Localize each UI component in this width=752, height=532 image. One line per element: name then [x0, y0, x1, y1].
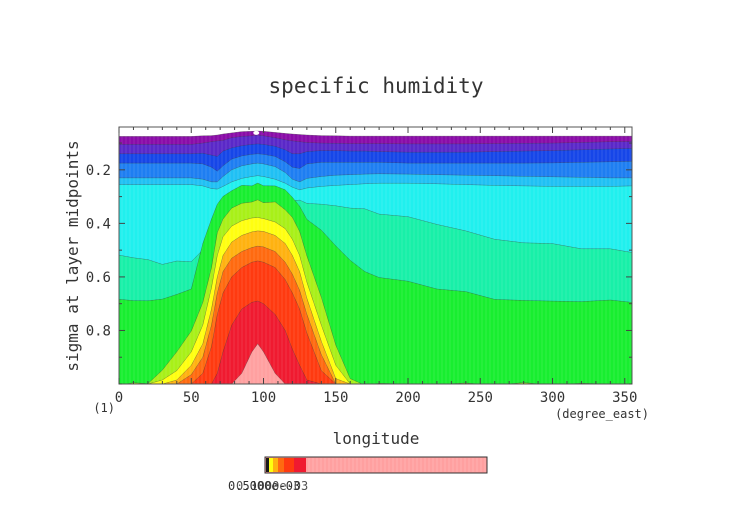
- colorbar-swatch: [266, 458, 269, 472]
- contour-bands: [119, 127, 632, 384]
- colorbar: [264, 456, 488, 474]
- contour-band-14: [119, 343, 632, 384]
- x-units-label: (degree_east): [555, 407, 649, 421]
- x-tick-label: 0: [115, 390, 123, 406]
- y-tick-label: 0.6: [86, 270, 111, 286]
- x-axis-label: longitude: [333, 429, 420, 448]
- x-tick-label: 300: [540, 390, 565, 406]
- y-tick-label: 0.4: [86, 216, 111, 232]
- x-axis: 0 50 100 150 200 250 300 350: [115, 127, 637, 406]
- chart-title: specific humidity: [269, 74, 484, 98]
- y-axis-label: sigma at layer midpoints: [63, 140, 82, 371]
- x-tick-label: 250: [468, 390, 493, 406]
- y-tick-label: 0.8: [86, 323, 111, 339]
- colorbar-swatch: [269, 458, 273, 472]
- x-tick-label: 200: [395, 390, 420, 406]
- y-tick-label: 0.2: [86, 163, 111, 179]
- colorbar-swatch: [273, 458, 278, 472]
- plot-grid-texture: [121, 127, 631, 384]
- colorbar-swatch: [294, 458, 306, 472]
- plot-frame: [118, 126, 633, 385]
- x-tick-label: 50: [183, 390, 200, 406]
- colorbar-label: 0.5000e-03: [228, 479, 300, 493]
- x-tick-label: 100: [251, 390, 276, 406]
- contour-hole: [253, 130, 260, 135]
- colorbar-label-overprint: 0.1000e-03: [236, 479, 308, 493]
- y-axis: 0.2 0.4 0.6 0.8: [86, 142, 632, 385]
- colorbar-swatch: [284, 458, 294, 472]
- x-tick-label: 150: [323, 390, 348, 406]
- x-tick-label: 350: [612, 390, 637, 406]
- y-units-label: (1): [93, 401, 115, 415]
- colorbar-frame: [264, 456, 488, 474]
- colorbar-swatch: [278, 458, 284, 472]
